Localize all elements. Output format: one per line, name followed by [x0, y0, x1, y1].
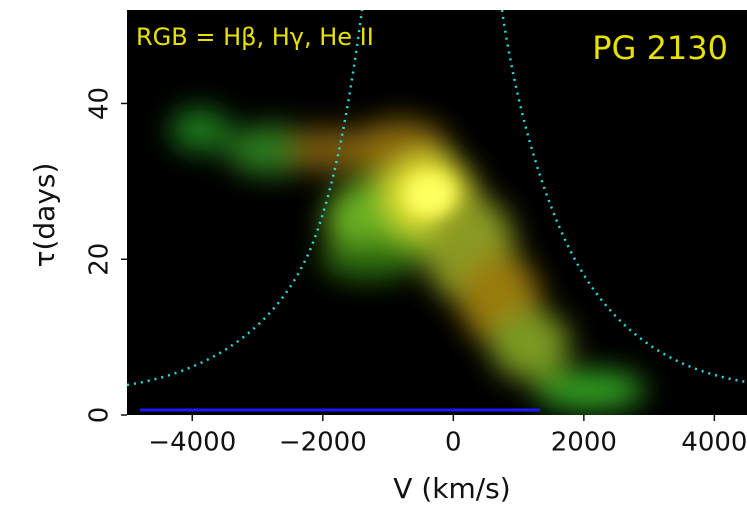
x-axis-label: V (km/s) [393, 472, 510, 505]
x-tick-label: −2000 [279, 428, 367, 458]
y-tick-label: 40 [85, 87, 115, 120]
y-tick-label: 0 [85, 407, 115, 424]
annotation: PG 2130 [592, 29, 728, 67]
annotation: RGB = Hβ, Hγ, He II [136, 23, 374, 51]
x-tick-label: 2000 [551, 428, 617, 458]
y-tick-label: 20 [85, 243, 115, 276]
y-axis-label: τ(days) [28, 163, 61, 268]
x-tick-label: 0 [445, 428, 462, 458]
map-image [127, 10, 747, 412]
x-tick-label: −4000 [148, 428, 236, 458]
x-tick-label: 4000 [681, 428, 747, 458]
